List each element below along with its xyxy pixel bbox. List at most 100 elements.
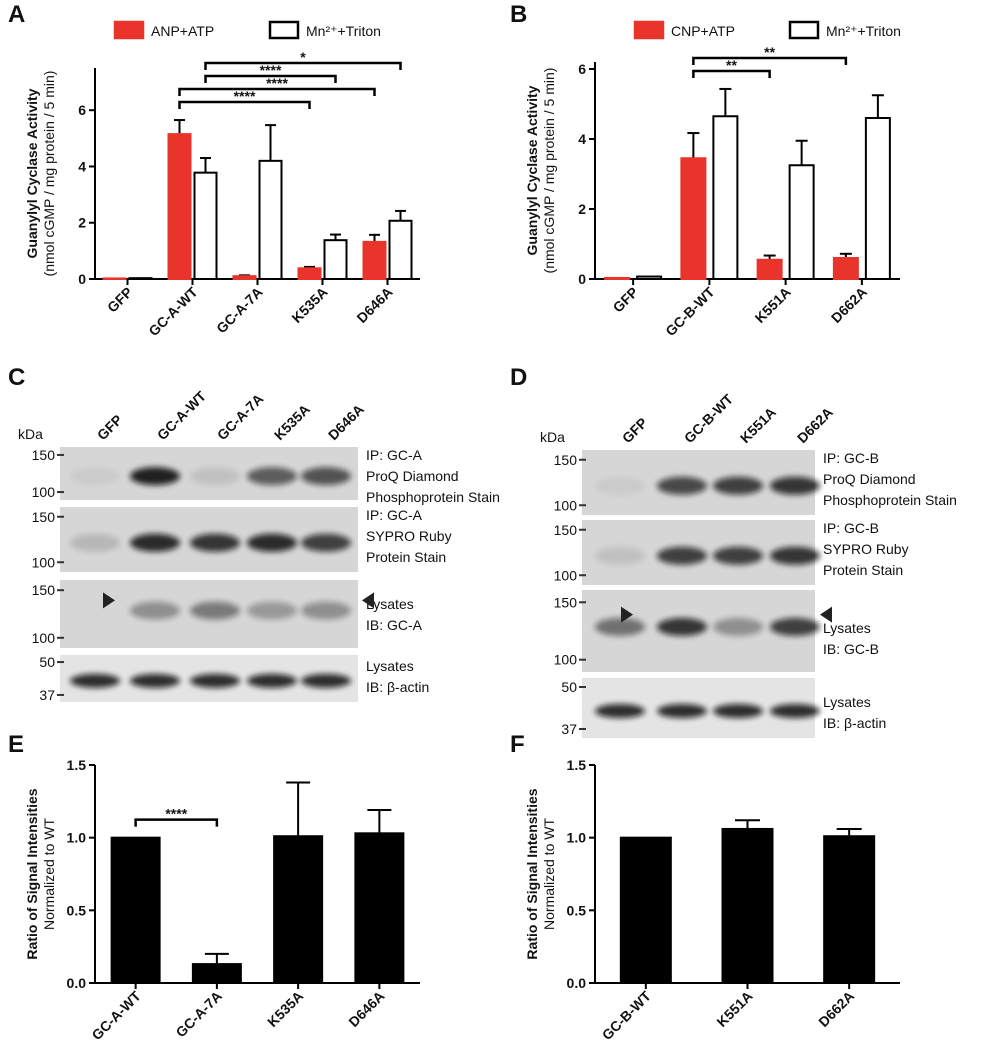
row-label: IP: GC-A [366,507,423,523]
y-axis-label: (nmol cGMP / mg protein / 5 min) [541,68,557,274]
y-tick-label: 4 [78,158,86,174]
panel-label: D [510,364,527,391]
legend-label: Mn²⁺+Triton [306,23,381,39]
bar [636,275,663,280]
blot-band [770,476,820,495]
bar [102,277,127,281]
row-label: ProQ Diamond [366,468,459,484]
blot-band [713,546,763,565]
row-label: IB: β-actin [823,715,886,731]
blot-band [657,546,707,565]
bar [323,239,348,280]
blot-band [247,533,297,552]
x-tick-label: K551A [713,988,755,1030]
y-tick-label: 0.0 [67,975,87,991]
lane-label: K551A [737,404,779,446]
marker-label: 100 [554,497,578,513]
blot-band [713,617,763,636]
blot-band [70,673,120,688]
x-tick-label: GC-B-WT [599,987,655,1043]
row-label: IB: GC-A [366,617,423,633]
blot-band [713,704,763,718]
y-axis-label: Guanylyl Cyclase Activity [24,88,40,258]
significance-label: **** [165,806,187,822]
row-label: IB: GC-B [823,641,879,657]
x-tick-label: D646A [345,988,387,1030]
row-label: Protein Stain [823,562,903,578]
blot-band [770,704,820,718]
row-label: IP: GC-B [823,520,879,536]
legend-label: CNP+ATP [671,23,735,39]
legend-swatch [788,20,820,40]
arrowhead [103,592,115,609]
blot-band [301,467,351,486]
y-tick-label: 1.5 [67,757,87,773]
marker-label: 150 [554,452,578,468]
blot-band [595,704,645,718]
y-tick-label: 1.0 [67,830,87,846]
y-axis-label: Guanylyl Cyclase Activity [524,85,540,255]
y-tick-label: 4 [578,131,586,147]
legend-swatch [113,20,145,40]
row-label: Lysates [366,596,414,612]
panel-label: B [510,1,527,28]
bar [273,835,324,984]
y-tick-label: 1.0 [567,830,587,846]
row-label: Lysates [823,694,871,710]
x-tick-label: K535A [288,284,330,326]
x-tick-label: GC-B-WT [662,283,718,339]
marker-label: 37 [39,687,55,703]
blot-band [247,467,297,486]
lane-label: D662A [794,404,836,446]
lane-label: GC-B-WT [681,391,737,447]
bar [864,117,891,280]
bar [721,827,774,984]
y-axis-label: Normalized to WT [41,818,57,930]
y-axis-label: Ratio of Signal Intensities [24,788,40,959]
marker-label: 150 [554,594,578,610]
blot-band [130,601,180,620]
bar [832,257,859,280]
x-tick-label: GC-A-WT [88,987,144,1043]
bar [110,836,161,985]
y-tick-label: 6 [78,102,86,118]
row-label: Phosphoprotein Stain [366,489,500,505]
row-label: SYPRO Ruby [366,528,452,544]
bar [297,267,322,280]
blot-band [130,533,180,552]
marker-label: 50 [39,654,55,670]
bar [788,164,815,280]
bar [191,963,242,985]
blot-band [595,617,645,636]
marker-label: 100 [32,554,56,570]
row-label: Phosphoprotein Stain [823,492,957,508]
row-label: IP: GC-A [366,447,423,463]
significance-bracket [178,87,376,97]
legend-label: Mn²⁺+Triton [826,23,901,39]
marker-label: 100 [32,484,56,500]
blot-band [657,617,707,636]
bar [619,836,672,985]
bar [258,159,283,280]
blot-band [301,533,351,552]
y-tick-label: 0.5 [567,902,587,918]
y-axis-label: Ratio of Signal Intensities [524,788,540,959]
row-label: IB: β-actin [366,679,429,695]
x-tick-label: GC-A-7A [172,988,225,1041]
blot-band [130,467,180,486]
blot-band [770,546,820,565]
legend-swatch [268,20,300,40]
x-tick-label: K535A [264,988,306,1030]
marker-label: 100 [554,567,578,583]
bar [128,277,153,281]
x-tick-label: GC-A-WT [145,283,201,339]
x-tick-label: GFP [104,284,136,316]
marker-label: 100 [32,630,56,646]
significance-label: **** [234,88,256,104]
marker-label: 100 [554,652,578,668]
arrowhead [820,606,832,623]
x-tick-label: D646A [353,284,395,326]
significance-bracket [204,61,402,71]
bar [167,133,192,280]
